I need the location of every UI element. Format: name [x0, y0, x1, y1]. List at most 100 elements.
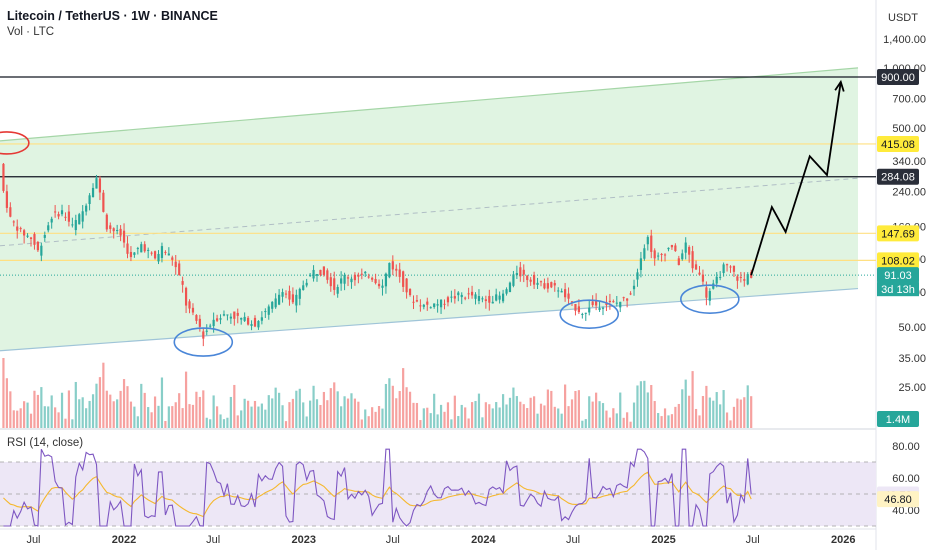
volume-bar	[619, 392, 622, 428]
volume-bar	[122, 379, 126, 428]
candle-body	[736, 276, 739, 281]
volume-bar	[643, 380, 646, 428]
candle-body	[278, 294, 281, 305]
candle-body	[719, 276, 722, 278]
volume-bar	[305, 416, 308, 428]
volume-bar	[215, 406, 219, 428]
volume-bar	[481, 417, 484, 428]
volume-bar	[657, 413, 660, 428]
volume-bar	[126, 386, 129, 428]
volume-bar	[281, 405, 284, 428]
volume-bar	[91, 394, 95, 428]
volume-bar	[725, 412, 729, 428]
candle-body	[105, 214, 108, 230]
candle-body	[395, 268, 398, 271]
candle-body	[60, 210, 64, 215]
candle-body	[29, 237, 33, 239]
volume-bar	[67, 390, 71, 428]
volume-bar	[371, 407, 374, 428]
rsi-legend[interactable]: RSI (14, close)	[7, 437, 84, 449]
currency-label[interactable]: USDT	[888, 12, 918, 24]
volume-bar	[522, 404, 525, 428]
candle-body	[495, 294, 498, 301]
volume-bar	[433, 393, 436, 428]
volume-bar	[453, 395, 456, 428]
volume-bar	[698, 415, 701, 428]
candle-body	[95, 178, 98, 189]
volume-bar	[691, 371, 694, 428]
candle-body	[12, 221, 15, 223]
volume-bar	[377, 406, 381, 428]
candle-body	[2, 163, 5, 191]
candle-body	[74, 220, 77, 231]
rsi-ma-badge-bg	[877, 491, 919, 508]
rsi-tick-label: 40.00	[892, 505, 920, 517]
volume-bar	[429, 413, 432, 428]
volume-badge: 1.4M	[886, 414, 910, 426]
volume-bar	[491, 408, 494, 428]
candle-body	[419, 305, 422, 307]
candle-body	[174, 261, 177, 268]
candle-body	[598, 307, 601, 310]
candle-body	[712, 283, 715, 289]
chart-title[interactable]: Litecoin / TetherUS · 1W · BINANCE	[7, 9, 218, 23]
volume-bar	[9, 391, 12, 428]
volume-bar	[501, 394, 505, 428]
volume-bar	[719, 404, 722, 428]
volume-bar	[198, 396, 201, 428]
volume-bar	[236, 415, 239, 428]
volume-bar	[670, 414, 674, 428]
volume-bar	[129, 401, 133, 428]
candle-body	[429, 307, 432, 309]
candle-body	[601, 307, 605, 309]
volume-bar	[136, 416, 139, 428]
candle-body	[295, 294, 298, 306]
time-tick-label: 2022	[112, 534, 136, 546]
candle-body	[71, 224, 74, 226]
volume-bar	[536, 413, 539, 428]
volume-bar	[119, 390, 122, 428]
rsi-ma-line	[3, 471, 752, 518]
volume-legend[interactable]: Vol · LTC	[7, 26, 55, 38]
candle-body	[184, 287, 188, 306]
volume-bar	[567, 406, 570, 428]
volume-bar	[681, 389, 684, 428]
candle-body	[126, 243, 129, 254]
candle-body	[694, 264, 698, 270]
candle-body	[408, 288, 412, 296]
level-badge-0: 900.00	[881, 72, 915, 84]
volume-bar	[309, 400, 312, 428]
candle-body	[439, 299, 443, 308]
volume-bar	[350, 393, 353, 428]
candle-body	[336, 287, 339, 294]
volume-bar	[264, 409, 267, 428]
candle-body	[264, 311, 267, 313]
volume-bar	[346, 398, 350, 428]
volume-bar	[529, 397, 532, 428]
volume-bar	[219, 414, 222, 428]
candle-body	[484, 299, 487, 302]
volume-bar	[722, 390, 725, 428]
candle-body	[470, 291, 474, 296]
volume-bar	[419, 420, 422, 428]
candle-body	[140, 244, 143, 253]
candle-body	[67, 211, 71, 222]
candle-body	[636, 272, 639, 280]
volume-bar	[278, 392, 281, 428]
candle-body	[646, 237, 649, 245]
countdown-bg	[877, 282, 919, 297]
candle-body	[222, 314, 226, 316]
time-tick-label: 2023	[291, 534, 315, 546]
volume-bar	[105, 390, 108, 428]
candle-body	[577, 306, 580, 313]
candle-body	[309, 274, 312, 276]
candle-body	[405, 278, 408, 293]
level-badge-0-bg	[877, 69, 919, 85]
candle-body	[350, 278, 353, 283]
volume-bar	[415, 402, 419, 428]
candle-body	[570, 301, 574, 303]
candle-body	[560, 291, 563, 293]
volume-bar	[26, 402, 29, 428]
volume-bar	[601, 403, 605, 428]
